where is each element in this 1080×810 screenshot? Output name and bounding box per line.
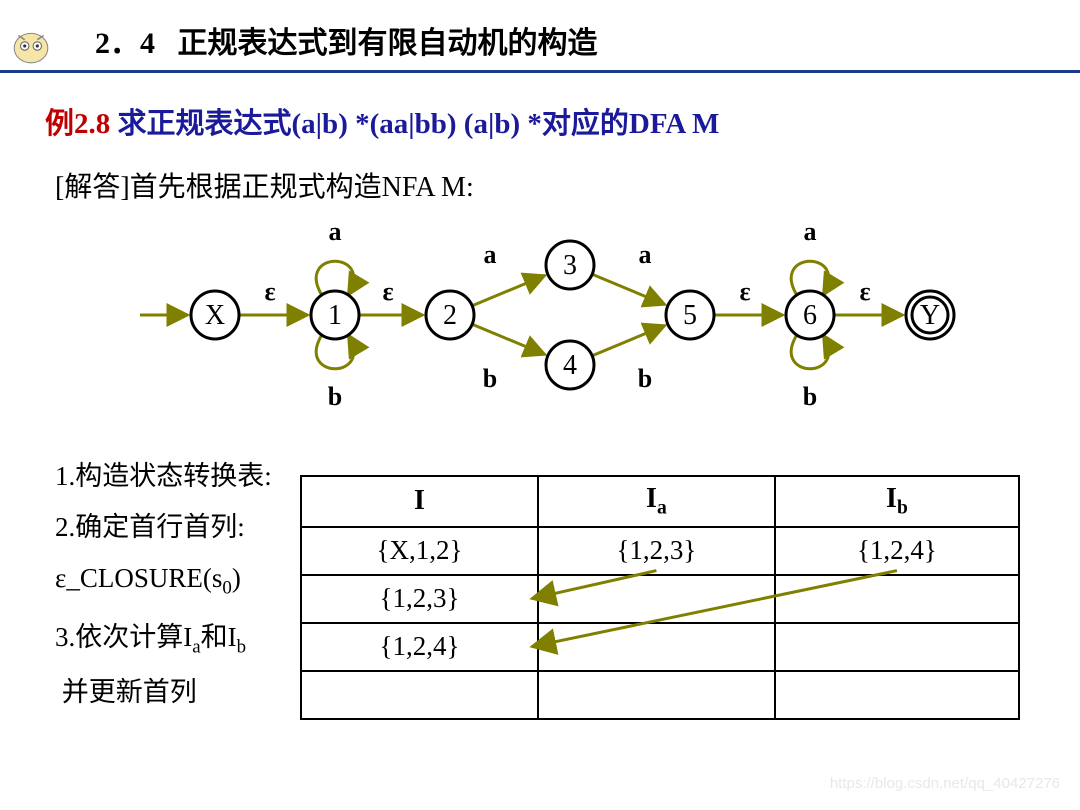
example-text: 求正规表达式(a|b) *(aa|bb) (a|b) *对应的DFA M	[118, 108, 720, 140]
svg-text:a: a	[484, 240, 497, 269]
svg-text:1: 1	[328, 300, 342, 331]
section-header: 2．4 正规表达式到有限自动机的构造	[0, 0, 1080, 73]
table-cell: {1,2,4}	[775, 527, 1019, 575]
nfa-diagram: ε ε a b a b ε ε a b a b X 1 2 3 4 5 6 Y	[110, 215, 980, 415]
svg-text:b: b	[803, 382, 817, 411]
watermark: https://blog.csdn.net/qq_40427276	[830, 775, 1060, 792]
table-header: Ia	[538, 476, 775, 527]
svg-text:6: 6	[803, 300, 817, 331]
table-cell	[538, 671, 775, 719]
answer-prefix: [解答]	[55, 172, 130, 203]
step-1: 1.构造状态转换表:	[55, 455, 272, 498]
step-list: 1.构造状态转换表: 2.确定首行首列: ε_CLOSURE(s0) 3.依次计算Ia…	[55, 455, 272, 714]
table-row: {X,1,2}{1,2,3}{1,2,4}	[301, 527, 1019, 575]
svg-text:a: a	[329, 217, 342, 246]
svg-text:ε: ε	[264, 277, 275, 306]
svg-text:ε: ε	[739, 277, 750, 306]
svg-text:X: X	[205, 300, 225, 331]
table-cell: {X,1,2}	[301, 527, 538, 575]
step-2: 2.确定首行首列:	[55, 506, 272, 549]
transition-table: IIaIb{X,1,2}{1,2,3}{1,2,4}{1,2,3} {1,2,4…	[300, 475, 1020, 720]
section-number: 2．4	[95, 27, 155, 60]
table-cell: {1,2,3}	[538, 527, 775, 575]
table-header: Ib	[775, 476, 1019, 527]
step-3: 3.依次计算Ia和Ib	[55, 616, 272, 663]
table-row: {1,2,3}	[301, 575, 1019, 623]
table-cell	[538, 623, 775, 671]
answer-line: [解答]首先根据正规式构造NFA M:	[55, 165, 474, 205]
svg-text:3: 3	[563, 250, 577, 281]
svg-text:ε: ε	[382, 277, 393, 306]
example-label: 例2.8	[45, 108, 110, 140]
table-cell	[775, 575, 1019, 623]
svg-text:2: 2	[443, 300, 457, 331]
example-title: 例2.8 求正规表达式(a|b) *(aa|bb) (a|b) *对应的DFA …	[45, 100, 719, 142]
table-row	[301, 671, 1019, 719]
svg-text:a: a	[639, 240, 652, 269]
svg-text:5: 5	[683, 300, 697, 331]
svg-text:a: a	[804, 217, 817, 246]
svg-text:ε: ε	[859, 277, 870, 306]
svg-text:b: b	[483, 364, 497, 393]
transition-table-area: IIaIb{X,1,2}{1,2,3}{1,2,4}{1,2,3} {1,2,4…	[300, 475, 1020, 720]
answer-text: 首先根据正规式构造NFA M:	[130, 172, 474, 203]
svg-text:4: 4	[563, 350, 577, 381]
table-cell	[301, 671, 538, 719]
table-cell: {1,2,4}	[301, 623, 538, 671]
svg-text:b: b	[638, 364, 652, 393]
table-row: {1,2,4}	[301, 623, 1019, 671]
table-cell	[775, 671, 1019, 719]
section-title: 正规表达式到有限自动机的构造	[178, 27, 598, 60]
table-cell	[775, 623, 1019, 671]
step-3-line2: 并更新首列	[55, 671, 272, 714]
svg-text:b: b	[328, 382, 342, 411]
step-2-sub: ε_CLOSURE(s0)	[55, 557, 272, 604]
table-header: I	[301, 476, 538, 527]
svg-text:Y: Y	[920, 300, 940, 331]
table-cell: {1,2,3}	[301, 575, 538, 623]
table-cell	[538, 575, 775, 623]
